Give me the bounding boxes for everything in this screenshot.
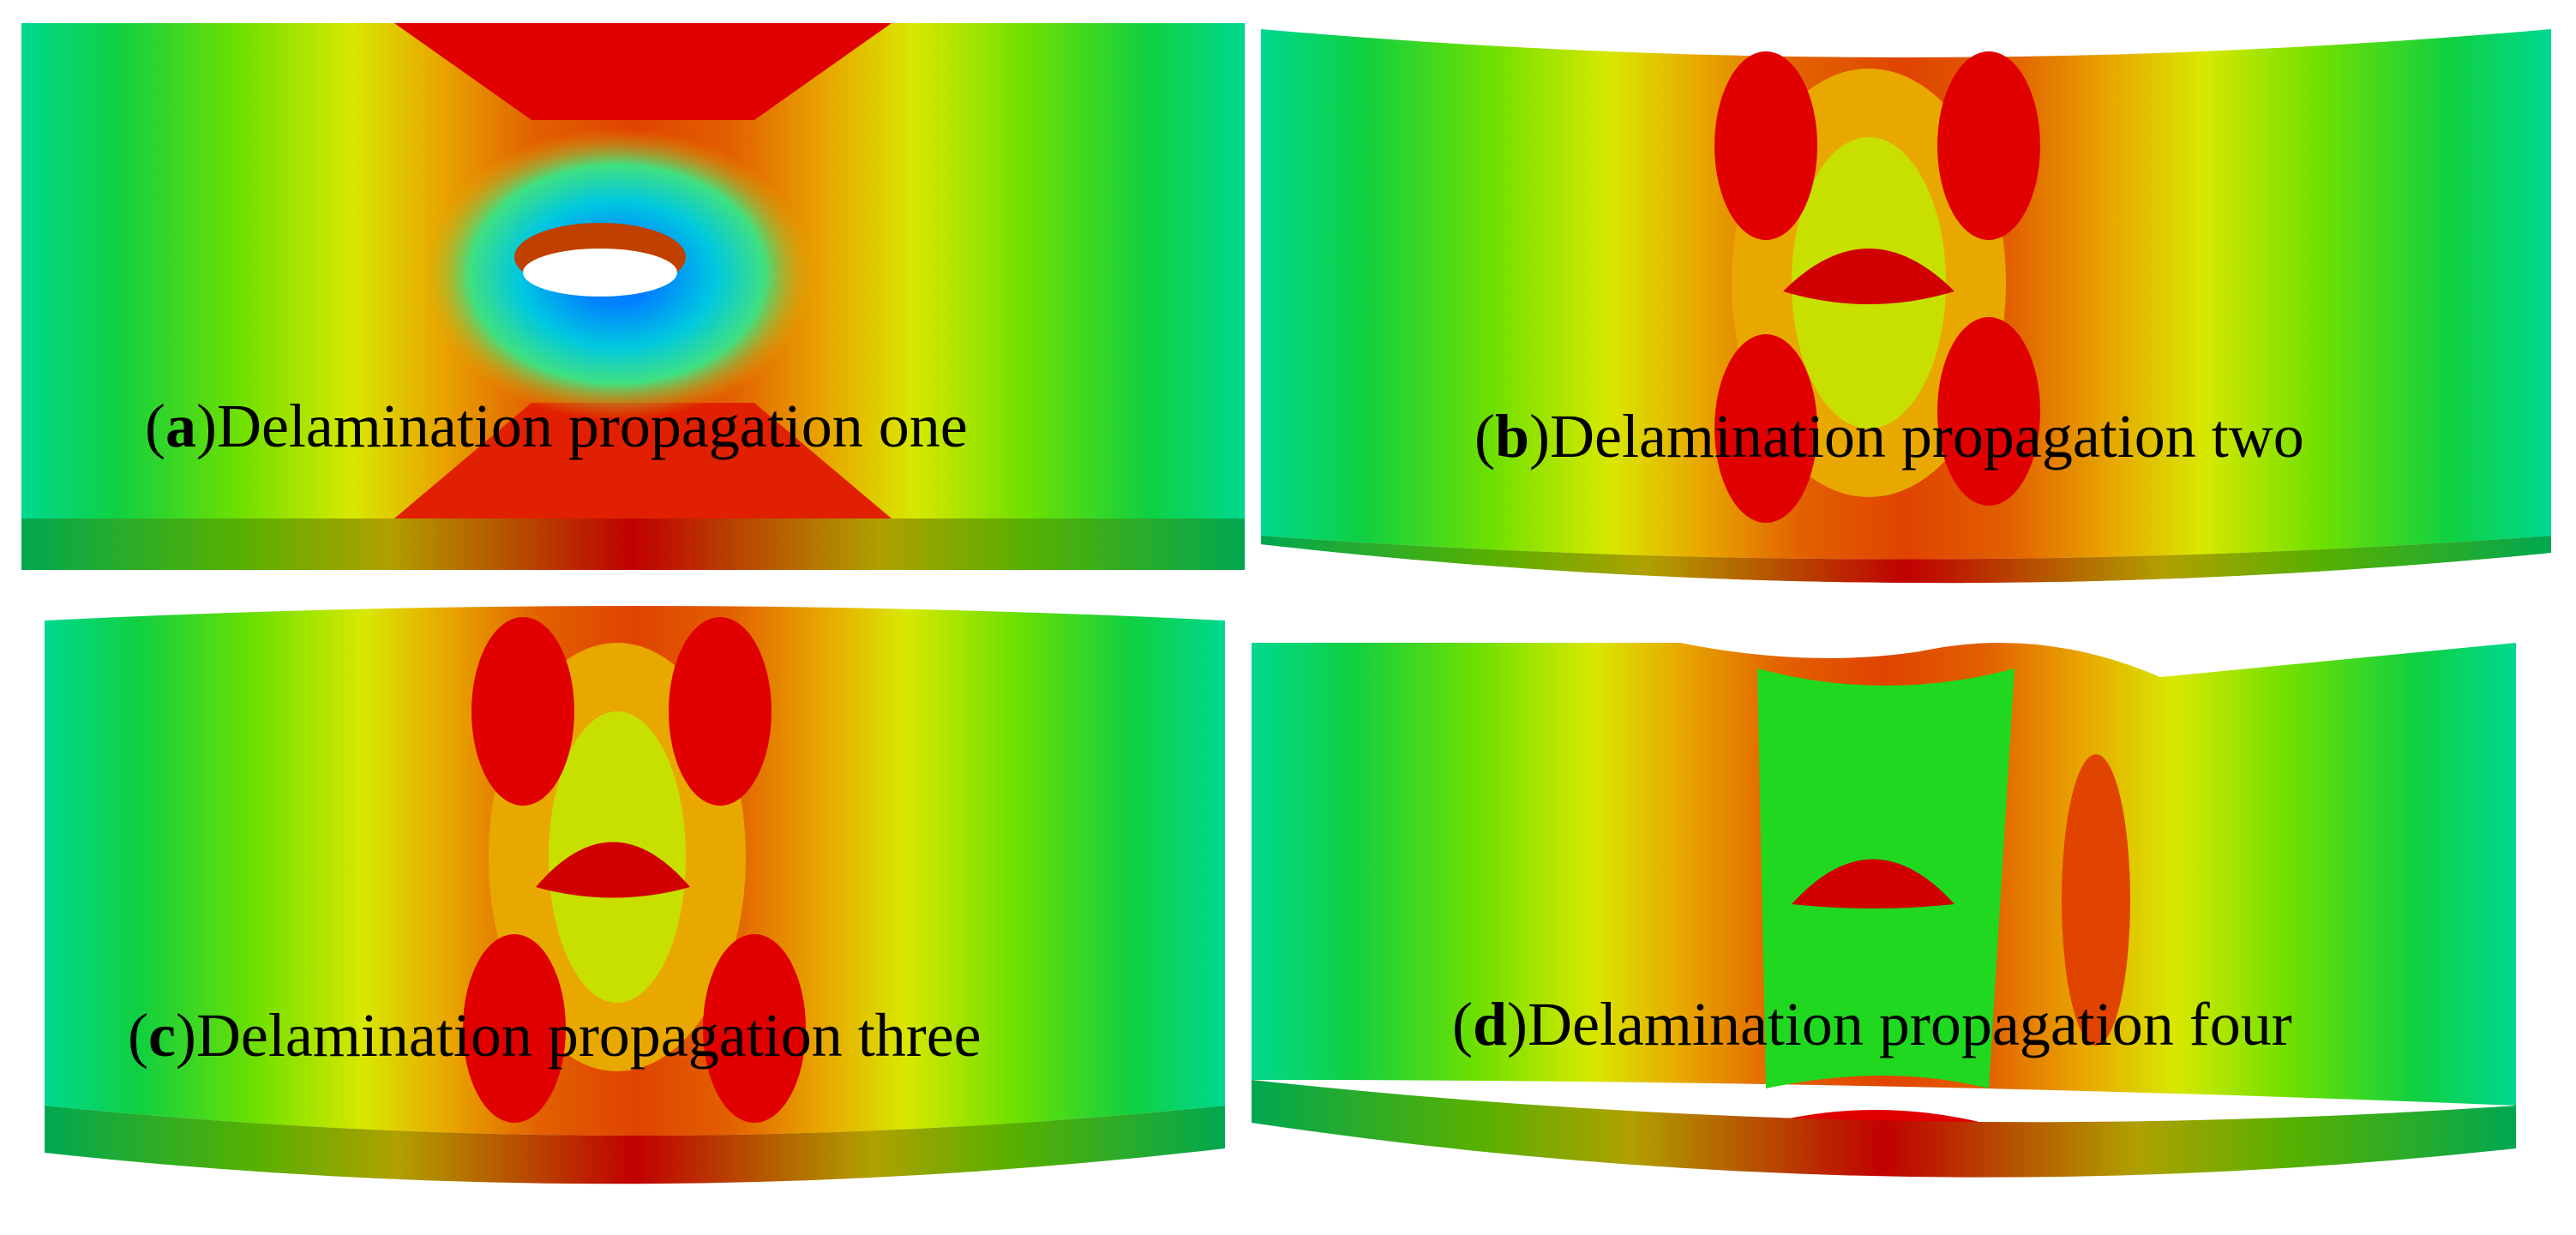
panel-letter: c (148, 1001, 176, 1070)
panel-caption: (b)Delamination propagation two (1474, 402, 2304, 471)
plate-edge (21, 519, 1245, 570)
panel-a (21, 23, 1245, 570)
hot-zone (1937, 317, 2040, 506)
caption-part: ( (145, 392, 165, 460)
hot-zone (471, 617, 574, 806)
hot-zone (703, 934, 806, 1123)
hot-zone (463, 934, 566, 1123)
panel-b (1261, 29, 2551, 584)
plate-edge (45, 1106, 1225, 1184)
plate-edge (1252, 1080, 2516, 1178)
panel-caption: (a)Delamination propagation one (145, 392, 968, 460)
caption-part: ) (176, 1001, 196, 1070)
panel-d (1252, 643, 2516, 1178)
hot-zone (1714, 51, 1817, 240)
caption-part: ) (1507, 990, 1528, 1058)
caption-part: Delamination propagation four (1528, 990, 2292, 1058)
caption-part: ) (196, 392, 217, 460)
panel-letter: a (165, 392, 196, 460)
panel-letter: b (1495, 402, 1529, 471)
hot-zone (394, 403, 892, 519)
caption-part: ( (1452, 990, 1473, 1058)
hot-zone (2062, 754, 2130, 1046)
plate-edge (1261, 536, 2551, 584)
caption-part: ( (1474, 402, 1495, 471)
captions: (a)Delamination propagation one (b)Delami… (128, 392, 2304, 1070)
caption-part: ( (128, 1001, 148, 1070)
hot-zone (669, 617, 772, 806)
panel-caption: (c)Delamination propagation three (128, 1001, 982, 1070)
panel-letter: d (1473, 990, 1507, 1058)
hot-zone (1937, 51, 2040, 240)
hole (536, 842, 690, 898)
caption-part: ) (1529, 402, 1550, 471)
hole (523, 249, 677, 297)
hole (1783, 249, 1955, 304)
caption-part: Delamination propagation one (217, 392, 968, 460)
caption-part: Delamination propagation three (196, 1001, 982, 1070)
hole (1792, 859, 1955, 908)
hot-zone (394, 23, 892, 120)
hot-zone (1714, 334, 1817, 523)
panel-caption: (d)Delamination propagation four (1452, 990, 2292, 1058)
panel-c (45, 606, 1225, 1184)
caption-part: Delamination propagation two (1550, 402, 2304, 471)
